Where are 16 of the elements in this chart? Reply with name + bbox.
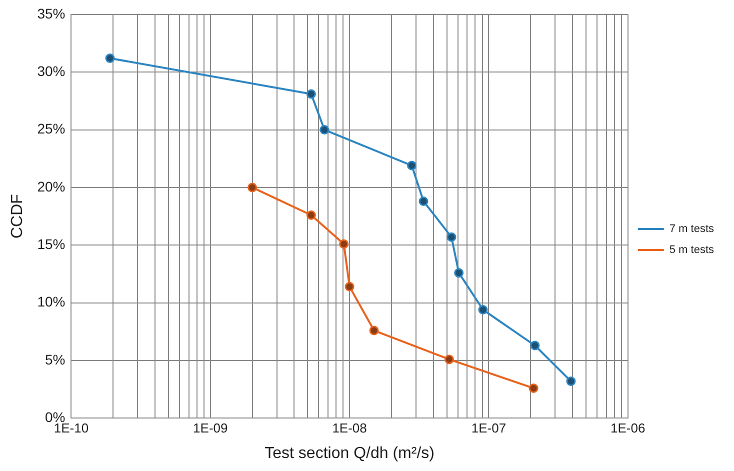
x-tick-label: 1E-10 [54, 420, 89, 436]
x-tick-label: 1E-09 [193, 420, 228, 436]
y-tick-label: 20% [37, 178, 66, 194]
legend-label: 5 m tests [669, 244, 714, 256]
y-tick-label: 30% [37, 62, 66, 79]
x-tick-label: 1E-08 [332, 420, 367, 436]
y-tick-label: 25% [37, 120, 66, 137]
y-tick-label: 5% [44, 351, 66, 368]
x-tick-label: 1E-07 [471, 420, 506, 436]
y-tick-label: 10% [37, 294, 66, 310]
legend-label: 7 m tests [669, 223, 714, 236]
y-tick-label: 35% [37, 5, 66, 22]
x-axis-title: Test section Q/dh (m²/s) [264, 444, 434, 462]
x-tick-label: 1E-06 [610, 420, 646, 436]
y-axis-title: CCDF [9, 194, 26, 239]
y-tick-label: 15% [37, 236, 66, 252]
